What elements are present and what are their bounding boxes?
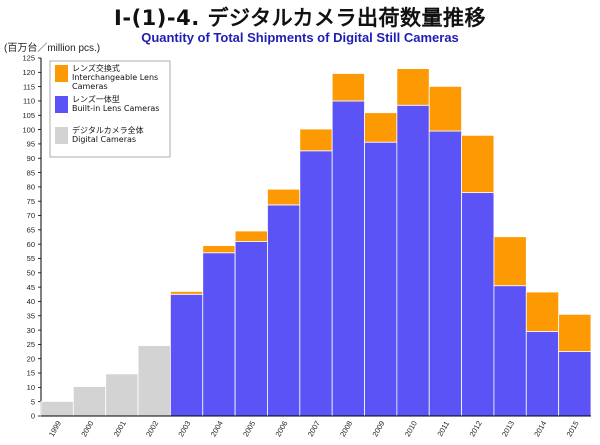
bar-2011-series-1: [428, 130, 462, 417]
x-tick-label-2000: 2000: [79, 419, 95, 438]
y-tick-label: 20: [27, 354, 35, 363]
legend-label-ja-0: デジタルカメラ全体: [72, 125, 144, 135]
y-tick-label: 10: [27, 383, 35, 392]
y-tick-label: 65: [27, 226, 35, 235]
y-tick-label: 110: [23, 97, 35, 106]
bar-2002-series-0: [137, 345, 171, 417]
bar-2006-series-1: [267, 204, 301, 417]
y-tick-label: 0: [31, 412, 35, 421]
bar-2014-series-1: [525, 331, 560, 417]
legend-swatch-1: [55, 96, 68, 113]
y-tick-label: 90: [27, 154, 35, 163]
legend-label-en-2: Interchangeable Lens: [72, 73, 158, 82]
x-tick-label-2001: 2001: [112, 419, 128, 438]
bar-2009-series-1: [364, 141, 398, 417]
y-tick-label: 25: [27, 340, 35, 349]
x-tick-label-2009: 2009: [370, 419, 386, 438]
chart-subtitle: Quantity of Total Shipments of Digital S…: [141, 30, 459, 45]
y-axis: 0 5 10 15 20 25 30 35 40 45 50 55 60 65 70 75 80 85 90 95 10…: [22, 54, 42, 421]
y-tick-label: 95: [27, 140, 35, 149]
bar-2004-series-1: [202, 252, 236, 417]
bar-2015-series-2: [558, 313, 592, 352]
x-tick-label-2013: 2013: [500, 419, 516, 438]
bar-2013-series-1: [493, 285, 527, 417]
y-tick-label: 125: [22, 54, 35, 63]
bar-2009-series-2: [364, 112, 398, 143]
x-tick-label-2014: 2014: [532, 419, 548, 438]
x-tick-label-1999: 1999: [47, 419, 63, 438]
y-tick-label: 115: [23, 82, 35, 91]
y-tick-label: 120: [22, 68, 35, 77]
x-tick-label-2008: 2008: [338, 419, 354, 438]
bar-2010-series-2: [396, 68, 430, 106]
x-tick-label-2004: 2004: [209, 419, 225, 438]
bar-2007-series-1: [299, 150, 333, 417]
y-tick-label: 40: [27, 297, 35, 306]
bar-2008-series-2: [331, 73, 365, 102]
bar-2008-series-1: [331, 100, 365, 417]
x-tick-label-2006: 2006: [273, 419, 289, 438]
bar-1999-series-0: [40, 400, 74, 417]
x-axis: 1999 2000 2001 2002 2003 2004 2005 2006 2007 2008…: [41, 415, 591, 438]
x-tick-label-2005: 2005: [241, 419, 257, 438]
bar-2012-series-1: [461, 192, 495, 417]
bar-2000-series-0: [72, 386, 107, 417]
y-tick-label: 80: [27, 183, 35, 192]
legend-label-en-2: Cameras: [72, 82, 108, 91]
y-tick-label: 45: [27, 283, 35, 292]
y-tick-label: 35: [27, 311, 35, 320]
legend-label-ja-1: レンズ一体型: [72, 94, 120, 104]
y-tick-label: 85: [27, 168, 35, 177]
legend-label-en-1: Built-in Lens Cameras: [72, 104, 159, 113]
legend-label-en-0: Digital Cameras: [72, 135, 136, 144]
y-tick-label: 60: [27, 240, 35, 249]
y-tick-label: 105: [22, 111, 35, 120]
legend-box: [49, 60, 171, 158]
x-tick-label-2010: 2010: [403, 419, 419, 438]
y-tick-label: 5: [31, 397, 35, 406]
bar-2012-series-2: [461, 134, 495, 194]
bar-2005-series-1: [234, 241, 268, 417]
y-axis-unit-label: (百万台／million pcs.): [4, 43, 101, 54]
bar-2007-series-2: [299, 128, 333, 152]
page-title: Ⅰ-(1)-4. デジタルカメラ出荷数量推移: [114, 6, 486, 30]
bar-2013-series-2: [493, 236, 527, 287]
bar-2010-series-1: [396, 104, 430, 417]
legend-swatch-0: [55, 127, 68, 144]
bar-2004-series-2: [202, 245, 236, 254]
bar-2001-series-0: [105, 373, 139, 417]
legend-swatch-2: [55, 65, 68, 82]
x-tick-label-2015: 2015: [565, 419, 581, 438]
x-tick-label-2007: 2007: [306, 419, 322, 438]
legend-label-ja-2: レンズ交換式: [72, 63, 120, 73]
bar-series: [40, 68, 592, 417]
bar-2003-series-1: [170, 293, 204, 417]
y-tick-label: 70: [27, 211, 35, 220]
bar-2015-series-1: [558, 351, 592, 417]
y-tick-label: 30: [27, 326, 35, 335]
x-tick-label-2002: 2002: [144, 419, 160, 438]
y-tick-label: 75: [27, 197, 35, 206]
x-tick-label-2012: 2012: [468, 419, 484, 438]
x-tick-label-2003: 2003: [176, 419, 192, 438]
x-tick-label-2011: 2011: [435, 420, 451, 438]
y-tick-label: 50: [27, 269, 35, 278]
y-tick-label: 55: [27, 254, 35, 263]
bar-2003-series-2: [170, 291, 204, 295]
bar-2006-series-2: [267, 188, 301, 206]
bar-2011-series-2: [428, 85, 462, 132]
y-tick-label: 100: [22, 125, 35, 134]
bar-2014-series-2: [525, 291, 560, 332]
y-tick-label: 15: [27, 369, 35, 378]
bar-2005-series-2: [234, 230, 268, 242]
